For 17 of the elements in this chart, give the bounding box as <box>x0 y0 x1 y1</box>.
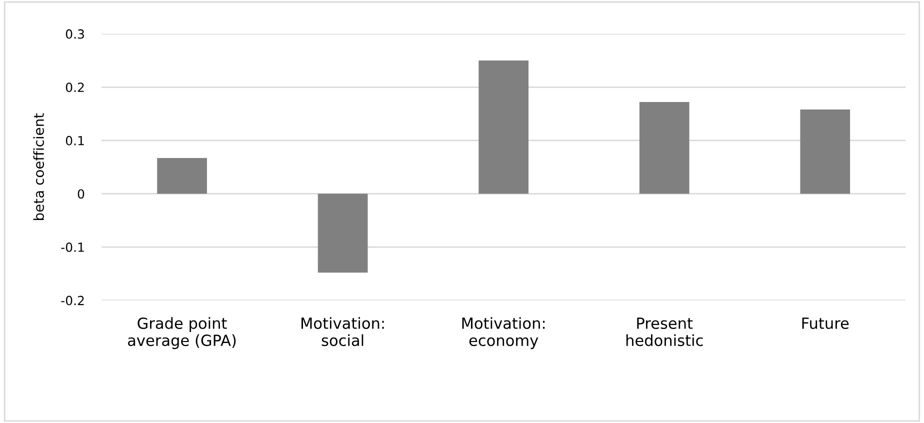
y-tick-label: 0.2 <box>66 82 84 92</box>
x-tick-label: Grade point average (GPA) <box>128 317 236 350</box>
x-tick-label: Present hedonistic <box>626 318 703 346</box>
x-tick-label: Motivation: social <box>302 317 384 346</box>
y-tick-label: 0.3 <box>66 29 84 39</box>
bar <box>157 158 207 194</box>
y-tick-label: -0.2 <box>61 296 84 306</box>
x-tick-label: Motivation: economy <box>462 317 545 350</box>
x-tick-label: Future <box>802 318 849 330</box>
y-tick-label: 0 <box>78 189 84 199</box>
y-axis-title: beta coefficient <box>33 113 44 220</box>
bar <box>639 102 690 194</box>
y-tick-label: 0.1 <box>66 136 84 146</box>
bar <box>478 60 528 194</box>
y-tick-label: -0.1 <box>61 242 84 252</box>
bar <box>318 194 368 273</box>
bar <box>800 110 850 194</box>
